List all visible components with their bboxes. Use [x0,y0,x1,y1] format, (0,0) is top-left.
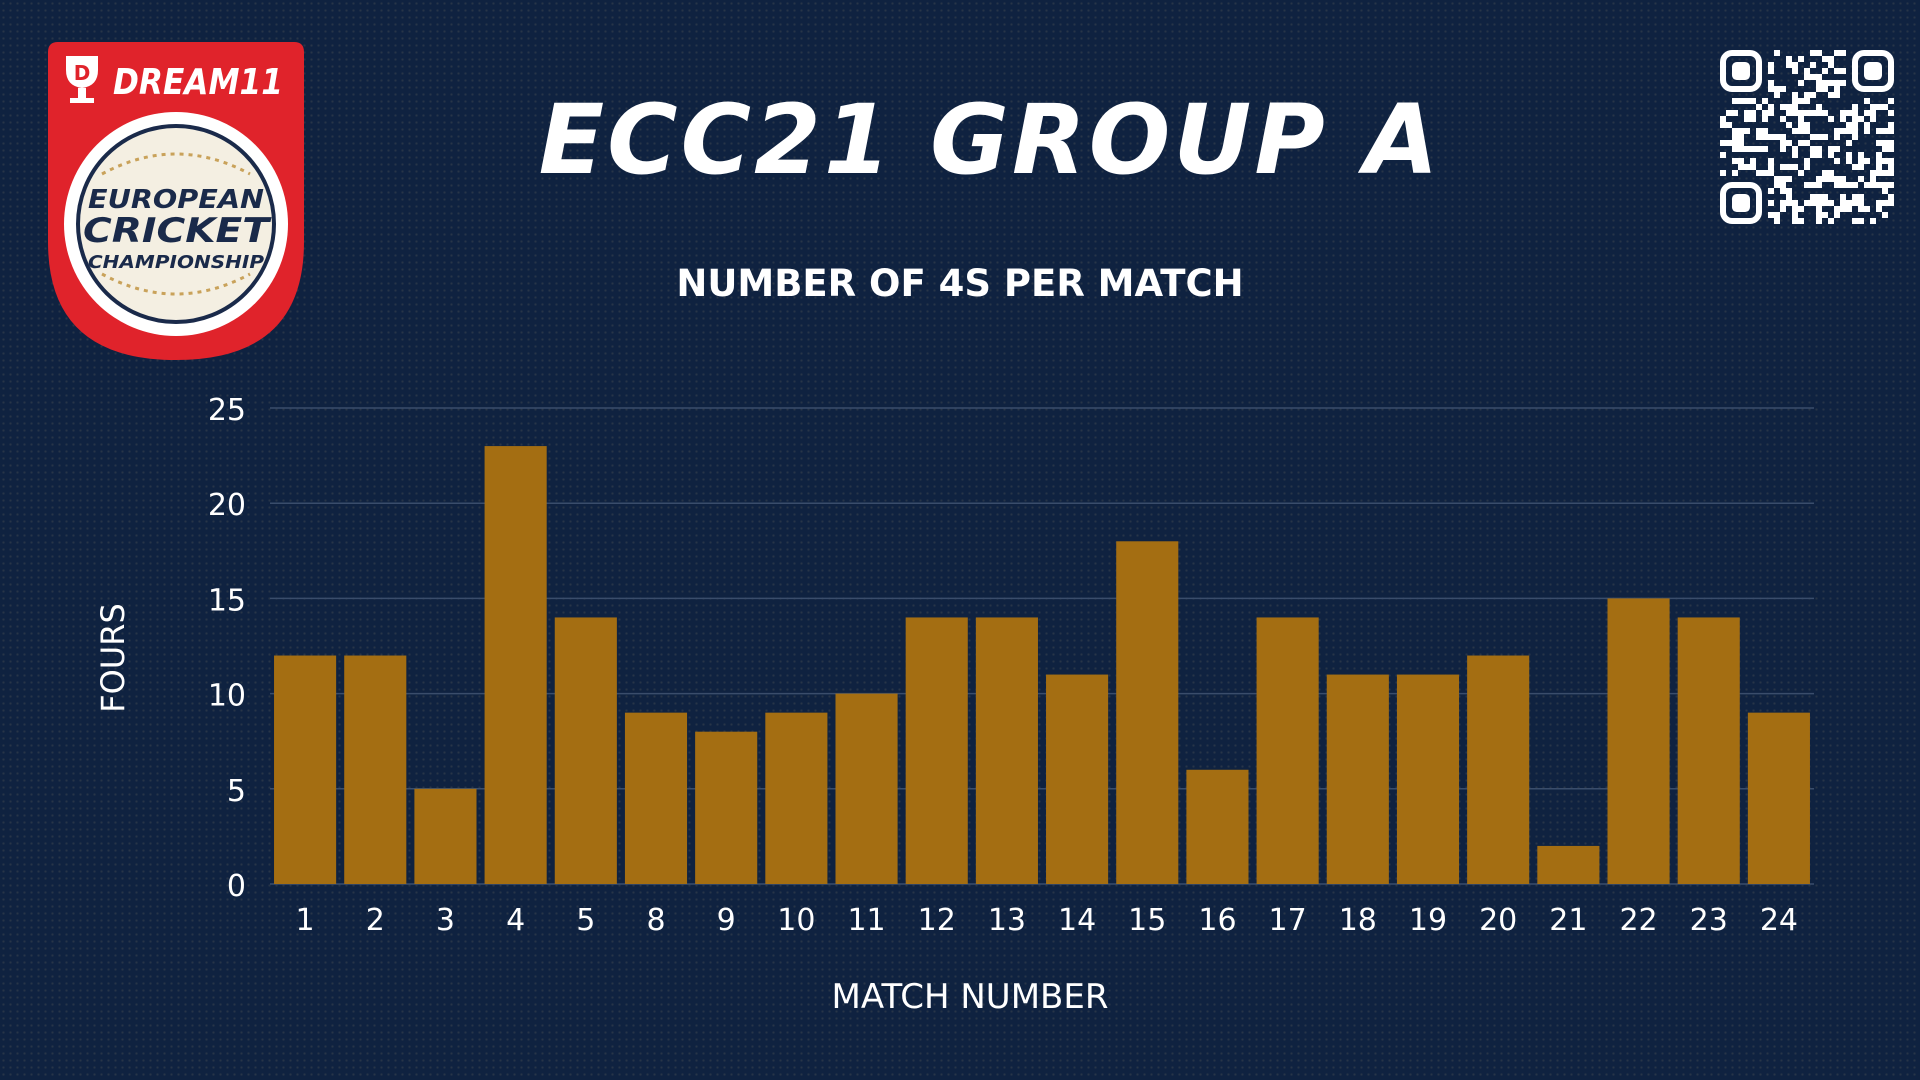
y-tick-label: 5 [227,774,246,809]
bars [274,446,1810,884]
bar-match-10 [765,712,828,884]
bar-match-14 [1046,674,1109,884]
y-tick-label: 10 [208,679,246,714]
bar-match-8 [624,712,688,884]
x-tick-label: 23 [1690,903,1728,938]
x-tick-label: 3 [436,903,455,938]
x-tick-label: 19 [1409,903,1447,938]
x-tick-label: 20 [1479,903,1517,938]
bar-match-23 [1677,617,1740,884]
y-tick-label: 20 [208,488,246,523]
x-tick-label: 14 [1058,903,1096,938]
x-tick-label: 16 [1198,903,1236,938]
bar-match-16 [1186,769,1249,884]
bar-match-3 [414,788,477,884]
x-tick-label: 22 [1619,903,1657,938]
x-tick-label: 15 [1128,903,1166,938]
bar-match-15 [1116,541,1179,884]
bar-match-11 [835,693,898,884]
bar-match-17 [1256,617,1319,884]
x-axis-label: MATCH NUMBER [832,977,1109,1017]
x-tick-label: 1 [296,903,315,938]
brand-name: DREAM11 [113,62,283,103]
bar-match-24 [1747,712,1810,884]
logo-line-european: EUROPEAN [88,185,264,215]
bar-match-4 [484,446,547,884]
x-tick-label: 5 [576,903,595,938]
bar-match-2 [344,655,407,884]
x-tick-label: 13 [988,903,1026,938]
bar-match-19 [1396,674,1460,884]
x-tick-label: 24 [1760,903,1798,938]
chart-title: NUMBER OF 4S PER MATCH [676,262,1243,305]
trophy-icon: D [66,56,98,103]
bar-match-1 [274,655,337,884]
page-title: ECC21 GROUP A [538,84,1442,196]
bar-match-18 [1326,674,1389,884]
svg-text:D: D [74,61,91,85]
bar-match-12 [905,617,968,884]
x-tick-label: 18 [1339,903,1377,938]
bar-match-13 [975,617,1038,884]
bar-match-9 [695,731,758,884]
x-tick-label: 10 [777,903,815,938]
logo-line-cricket: CRICKET [83,211,272,251]
qr-code-icon[interactable] [1720,50,1894,224]
y-tick-label: 15 [208,583,246,618]
x-tick-label: 8 [646,903,665,938]
y-tick-label: 0 [227,869,246,904]
x-tick-label: 12 [918,903,956,938]
x-tick-label: 2 [366,903,385,938]
bar-match-21 [1537,845,1600,884]
logo-line-championship: CHAMPIONSHIP [88,252,264,273]
x-tick-label: 9 [717,903,736,938]
y-tick-label: 25 [208,393,246,428]
x-tick-label: 11 [847,903,885,938]
x-tick-label: 4 [506,903,525,938]
y-axis-ticks: 0 5 10 15 20 25 [208,393,246,904]
x-tick-label: 17 [1269,903,1307,938]
y-axis-label: FOURS [94,603,132,713]
bar-match-20 [1467,655,1530,884]
x-axis-ticks: 1 2 3 4 5 8 9 10 11 12 13 14 15 16 17 18 19 20 21 22 23 24 [296,903,1798,938]
x-tick-label: 21 [1549,903,1587,938]
bar-match-22 [1607,598,1670,884]
dream11-ecc-logo: D DREAM11 EUROPEAN CRICKET CHAMPIONSHIP [48,42,304,360]
bar-match-5 [554,617,617,884]
